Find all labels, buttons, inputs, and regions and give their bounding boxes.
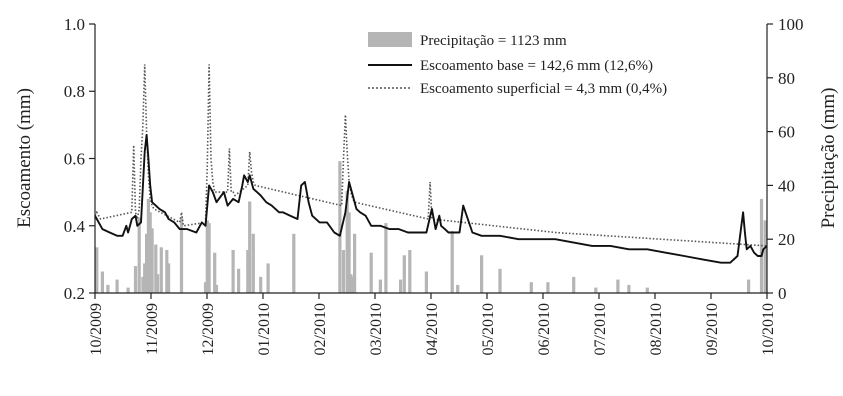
precipitation-bar — [115, 279, 119, 293]
precipitation-bar — [213, 252, 217, 293]
precipitation-bar — [616, 279, 620, 293]
precipitation-bar — [203, 282, 208, 293]
precipitation-bar — [106, 284, 110, 293]
precipitation-bar — [349, 274, 353, 293]
precipitation-bar — [165, 250, 169, 293]
precipitation-bar — [345, 190, 349, 293]
precipitation-bar — [146, 198, 150, 293]
x-tick-label: 08/2010 — [648, 303, 665, 355]
precipitation-bar — [424, 271, 428, 293]
x-tick-labels: 10/2009 11/2009 12/2009 01/2010 02/2010 03/20… — [88, 303, 777, 355]
precipitation-bar — [246, 250, 250, 293]
precipitation-bar — [259, 276, 263, 293]
precipitation-bar — [546, 282, 550, 293]
precipitation-bars — [95, 161, 767, 293]
legend-label-precipitation: Precipitação = 1123 mm — [420, 33, 567, 49]
precipitation-bar — [148, 212, 152, 293]
precipitation-bar — [137, 217, 141, 293]
precipitation-bar — [572, 276, 576, 293]
precipitation-bar — [480, 255, 484, 293]
y2-axis-title: Precipitação (mm) — [818, 88, 839, 229]
precipitation-bar — [141, 276, 145, 293]
precipitation-bar — [248, 201, 252, 293]
base-runoff-line — [94, 134, 768, 264]
precipitation-bar — [353, 233, 357, 293]
x-tick-label: 06/2010 — [536, 303, 553, 355]
legend-label-base: Escoamento base = 142,6 mm (12,6%) — [420, 58, 653, 74]
precipitation-bar — [627, 284, 631, 293]
precipitation-bar — [456, 284, 460, 293]
precipitation-bar — [143, 263, 147, 293]
precipitation-bar — [341, 250, 346, 293]
precipitation-bar — [338, 161, 342, 293]
legend-label-surface: Escoamento superficial = 4,3 mm (0,4%) — [420, 81, 667, 97]
left-tick-labels: 0.2 0.4 0.6 0.8 1.0 — [64, 15, 86, 303]
precipitation-bar — [237, 268, 241, 293]
precipitation-bar — [450, 231, 454, 293]
precipitation-bar — [214, 284, 219, 293]
y-tick-label: 0.2 — [64, 284, 85, 303]
axes — [89, 23, 773, 299]
precipitation-bar — [399, 279, 403, 293]
precipitation-bar — [205, 220, 209, 293]
base-runoff-series — [94, 134, 768, 264]
precipitation-bar — [763, 220, 767, 293]
precipitation-bar — [145, 233, 149, 293]
y-tick-label: 0.4 — [64, 217, 86, 236]
precipitation-bar — [369, 252, 373, 293]
precipitation-bar — [179, 217, 184, 293]
precipitation-bar — [747, 279, 751, 293]
precipitation-bar — [408, 250, 412, 293]
legend: Precipitação = 1123 mm Escoamento base =… — [368, 32, 667, 97]
y-tick-label: 1.0 — [64, 15, 85, 34]
x-tick-label: 07/2010 — [592, 303, 609, 355]
precipitation-bar — [231, 250, 235, 293]
precipitation-bar — [347, 212, 351, 293]
x-tick-label: 11/2009 — [144, 303, 161, 355]
precipitation-bar — [292, 233, 296, 293]
y2-tick-label: 100 — [778, 15, 804, 34]
precipitation-bar — [529, 282, 533, 293]
precipitation-bar — [351, 276, 355, 293]
right-tick-labels: 0 20 40 60 80 100 — [778, 15, 804, 303]
precipitation-bar — [594, 287, 598, 293]
precipitation-bar — [95, 247, 99, 293]
precipitation-bar — [126, 287, 130, 293]
precipitation-bar — [156, 274, 160, 293]
x-tick-label: 01/2010 — [256, 303, 273, 355]
precipitation-bar — [266, 263, 270, 293]
x-tick-label: 05/2010 — [480, 303, 497, 355]
precipitation-bar — [167, 263, 171, 293]
y2-tick-label: 80 — [778, 69, 795, 88]
precipitation-bar — [133, 266, 138, 293]
y-axis-title: Escoamento (mm) — [14, 88, 35, 228]
precipitation-bar — [498, 268, 502, 293]
precipitation-bar — [154, 244, 158, 293]
precipitation-bar — [159, 247, 163, 293]
y2-tick-label: 40 — [778, 176, 795, 195]
precipitation-bar — [645, 287, 649, 293]
precipitation-bar — [378, 279, 382, 293]
precipitation-bar — [251, 233, 255, 293]
x-tick-label: 03/2010 — [368, 303, 385, 355]
x-tick-label: 02/2010 — [312, 303, 329, 355]
legend-swatch-precipitation — [368, 32, 412, 47]
x-tick-label: 10/2010 — [760, 303, 777, 355]
x-tick-label: 12/2009 — [200, 303, 217, 355]
x-tick-label: 10/2009 — [88, 303, 105, 355]
y-tick-label: 0.6 — [64, 150, 85, 169]
x-tick-label: 04/2010 — [424, 303, 441, 355]
precipitation-bar — [100, 271, 104, 293]
y2-tick-label: 20 — [778, 230, 795, 249]
precipitation-bar — [207, 223, 211, 293]
precipitation-bar — [402, 255, 406, 293]
x-tick-label: 09/2010 — [704, 303, 721, 355]
precipitation-bar — [384, 223, 388, 293]
y2-tick-label: 60 — [778, 123, 795, 142]
precipitation-bar — [150, 228, 154, 293]
y-tick-label: 0.8 — [64, 82, 85, 101]
y2-tick-label: 0 — [778, 284, 787, 303]
